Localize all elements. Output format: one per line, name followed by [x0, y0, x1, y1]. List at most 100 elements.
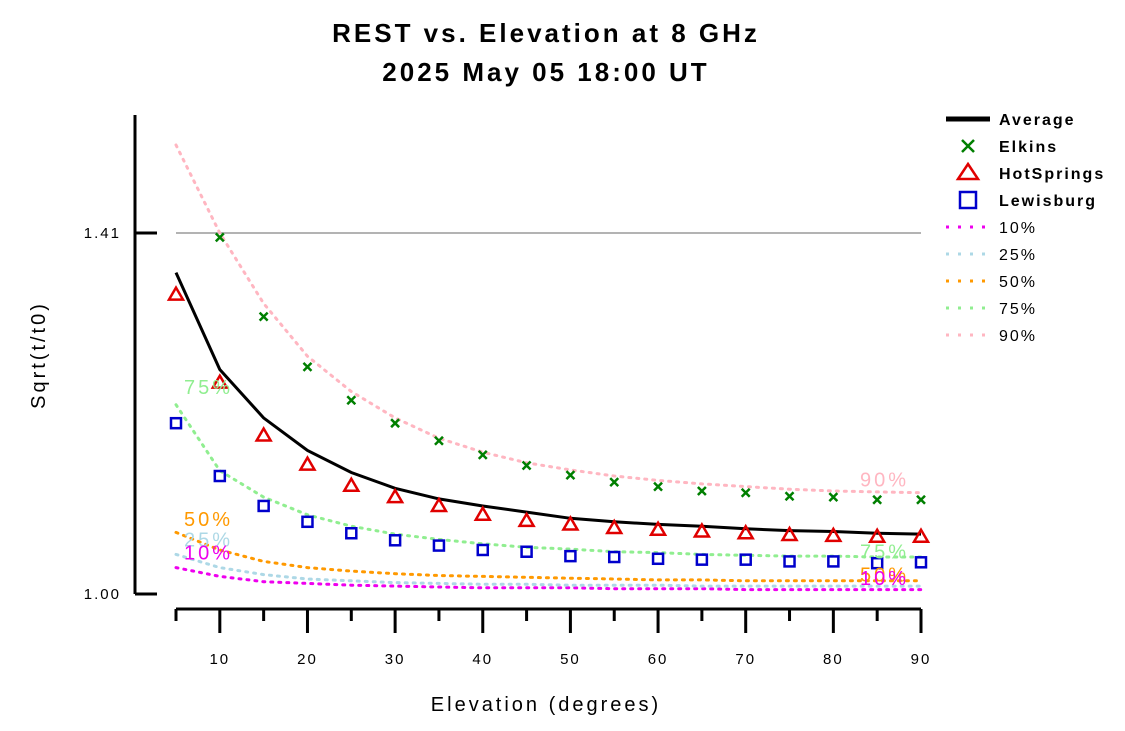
legend-swatch-x-marker — [961, 139, 975, 153]
legend-item-average: Average — [946, 112, 1076, 129]
series-lewisburg-point — [432, 539, 446, 552]
series-hotsprings-point — [385, 487, 405, 504]
series-elkins-point — [214, 232, 225, 243]
curve-annotation: 50% — [860, 565, 909, 587]
series-25pct-line — [174, 552, 923, 588]
series-lewisburg-point — [914, 556, 928, 569]
legend-swatch-triangle-marker — [955, 161, 981, 181]
legend-item-50pct: 50% — [946, 274, 1035, 291]
series-elkins-point — [872, 494, 883, 505]
x-tick-label: 70 — [735, 651, 756, 668]
y-axis-label: Sqrt(t/t0) — [28, 301, 50, 409]
series-elkins-point — [784, 491, 795, 502]
series-lewisburg-point — [651, 552, 665, 566]
series-elkins-point — [258, 311, 269, 322]
x-tick-label: 90 — [911, 651, 932, 668]
series-hotsprings-point — [298, 455, 317, 471]
x-tick-label: 10 — [209, 651, 230, 668]
curves-group — [174, 143, 923, 592]
legend-item-elkins: Elkins — [961, 139, 1058, 156]
x-tick-label: 30 — [385, 651, 406, 668]
series-lewisburg-point — [564, 549, 577, 563]
series-lewisburg-point — [695, 553, 709, 566]
series-elkins-point — [696, 486, 707, 496]
curve-annotation: 90% — [860, 470, 909, 492]
series-average-line — [174, 271, 922, 536]
legend-label: Average — [999, 112, 1076, 129]
series-hotsprings-point — [736, 523, 755, 540]
legend-item-lewisburg: Lewisburg — [958, 190, 1097, 210]
series-lewisburg-point — [345, 526, 358, 540]
x-tick-label: 20 — [297, 651, 318, 668]
series-elkins-point — [477, 449, 488, 460]
chart-subtitle: 2025 May 05 18:00 UT — [382, 57, 709, 87]
legend-swatch-square-marker — [958, 190, 978, 210]
x-tick-label: 60 — [648, 651, 669, 668]
x-tick-label: 40 — [472, 651, 493, 668]
series-hotsprings-point — [911, 527, 931, 544]
series-lewisburg-point — [213, 469, 227, 483]
x-tick-label: 80 — [823, 651, 844, 668]
legend-label: 75% — [999, 301, 1037, 318]
legend-item-90pct: 90% — [946, 328, 1037, 345]
series-lewisburg-point — [257, 499, 270, 513]
series-hotsprings-point — [210, 373, 230, 389]
curve-annotation: 25% — [184, 529, 233, 551]
series-lewisburg-point — [301, 515, 314, 529]
legend-label: Elkins — [999, 139, 1058, 156]
series-elkins-point — [521, 460, 532, 471]
series-elkins-point — [828, 492, 839, 503]
curve-annotation: 75% — [184, 377, 233, 399]
legend-label: HotSprings — [999, 166, 1105, 183]
series-hotsprings-point — [473, 505, 492, 522]
legend-item-10pct: 10% — [946, 220, 1037, 237]
series-lewisburg-point — [476, 543, 490, 557]
series-lewisburg-point — [739, 553, 752, 566]
series-elkins-point — [916, 494, 926, 505]
x-axis-label: Elevation (degrees) — [431, 694, 661, 716]
curve-annotation: 10% — [184, 543, 233, 565]
series-hotsprings-point — [605, 518, 624, 535]
chart-title: REST vs. Elevation at 8 GHz — [332, 18, 760, 48]
legend-item-hotsprings: HotSprings — [955, 161, 1105, 183]
series-hotsprings-point — [561, 514, 580, 531]
legend-item-25pct: 25% — [946, 247, 1037, 264]
curve-annotation: 75% — [860, 542, 909, 564]
series-hotsprings-point — [517, 511, 536, 528]
legend-item-75pct: 75% — [946, 301, 1037, 318]
series-75pct-line — [174, 403, 923, 559]
series-50pct-line — [174, 530, 923, 583]
series-elkins-point — [565, 470, 576, 481]
series-lewisburg-point — [827, 555, 840, 568]
x-tick-label: 50 — [560, 651, 581, 668]
series-elkins-point — [346, 395, 357, 406]
legend: Average Elkins HotSprings Lewisburg 10% 25% 50… — [946, 112, 1105, 345]
series-lewisburg-point — [388, 534, 402, 547]
series-hotsprings-point — [867, 527, 887, 544]
curve-annotation: 50% — [184, 509, 233, 531]
series-hotsprings-point — [648, 520, 668, 536]
series-lewisburg-point — [520, 545, 533, 558]
legend-label: 10% — [999, 220, 1037, 237]
series-elkins-point — [390, 418, 401, 429]
series-lewisburg-point — [783, 555, 796, 568]
series-hotsprings-point — [166, 285, 186, 301]
legend-label: Lewisburg — [999, 193, 1097, 210]
legend-label: 25% — [999, 247, 1037, 264]
series-hotsprings-point — [692, 522, 712, 538]
series-elkins-point — [434, 435, 444, 446]
series-lewisburg-point — [607, 550, 621, 564]
series-hotsprings-point — [342, 476, 361, 492]
series-90pct-line — [174, 143, 923, 495]
y-tick-label: 1.41 — [84, 225, 121, 242]
series-elkins-point — [653, 481, 663, 492]
series-hotsprings-point — [824, 526, 843, 543]
legend-label: 90% — [999, 328, 1037, 345]
series-hotsprings-point — [780, 525, 799, 542]
series-hotsprings-point — [254, 426, 273, 442]
series-lewisburg-point — [169, 416, 183, 430]
curve-annotation: 10% — [860, 568, 909, 590]
